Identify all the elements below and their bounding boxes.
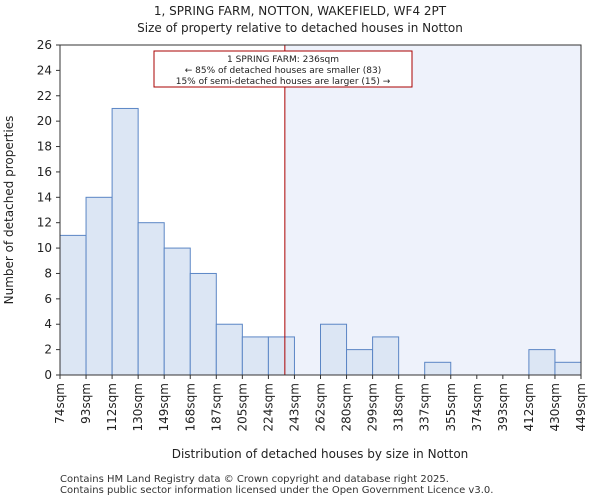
x-tick-label: 149sqm xyxy=(157,383,171,431)
footer-line-1: Contains HM Land Registry data © Crown c… xyxy=(60,474,449,485)
x-tick-label: 412sqm xyxy=(522,383,536,431)
x-tick-label: 243sqm xyxy=(287,383,301,431)
annotation-border xyxy=(153,50,413,88)
bar-205sqm xyxy=(241,336,269,376)
y-tick-label: 12 xyxy=(37,216,52,230)
x-tick-label: 449sqm xyxy=(574,383,588,431)
bar-168sqm xyxy=(189,272,217,376)
chart-title: 1, SPRING FARM, NOTTON, WAKEFIELD, WF4 2… xyxy=(154,4,447,18)
x-tick-label: 430sqm xyxy=(548,383,562,431)
x-tick-label: 112sqm xyxy=(105,383,119,431)
footer-line-2: Contains public sector information licen… xyxy=(60,485,494,496)
bar-262sqm xyxy=(320,323,348,376)
bar-187sqm xyxy=(215,323,243,376)
y-axis-label: Number of detached properties xyxy=(2,116,16,305)
y-tick-label: 0 xyxy=(44,368,52,382)
chart-subtitle: Size of property relative to detached ho… xyxy=(137,21,463,35)
x-tick-label: 374sqm xyxy=(470,383,484,431)
x-tick-label: 74sqm xyxy=(53,383,67,424)
annotation-box: 1 SPRING FARM: 236sqm ← 85% of detached … xyxy=(153,50,413,88)
y-tick-label: 24 xyxy=(37,63,52,77)
y-tick-label: 8 xyxy=(44,266,52,280)
y-tick-label: 2 xyxy=(44,343,52,357)
annotation-line-1: 1 SPRING FARM: 236sqm xyxy=(227,55,339,65)
bar-430sqm xyxy=(554,361,582,376)
bar-299sqm xyxy=(372,336,400,376)
y-tick-label: 10 xyxy=(37,241,52,255)
shaded-region xyxy=(284,45,581,375)
y-tick-label: 20 xyxy=(37,114,52,128)
bar-93sqm xyxy=(85,196,113,376)
x-tick-label: 280sqm xyxy=(340,383,354,431)
x-tick-label: 355sqm xyxy=(444,383,458,431)
x-tick-label: 205sqm xyxy=(235,383,249,431)
bar-224sqm xyxy=(267,336,295,376)
y-tick-label: 14 xyxy=(37,190,52,204)
x-tick-label: 393sqm xyxy=(496,383,510,431)
x-tick-label: 299sqm xyxy=(366,383,380,431)
x-tick-label: 318sqm xyxy=(392,383,406,431)
x-tick-label: 187sqm xyxy=(209,383,223,431)
y-tick-label: 26 xyxy=(37,38,52,52)
y-tick-label: 6 xyxy=(44,292,52,306)
y-tick-label: 4 xyxy=(44,317,52,331)
bar-337sqm xyxy=(424,361,452,376)
bar-74sqm xyxy=(59,234,87,376)
x-tick-label: 224sqm xyxy=(261,383,275,431)
y-tick-label: 16 xyxy=(37,165,52,179)
bar-130sqm xyxy=(137,222,165,376)
annotation-line-2: ← 85% of detached houses are smaller (83… xyxy=(185,66,382,76)
x-tick-label: 262sqm xyxy=(314,383,328,431)
bar-412sqm xyxy=(528,349,556,376)
bar-280sqm xyxy=(346,349,374,376)
y-tick-label: 18 xyxy=(37,140,52,154)
x-tick-label: 337sqm xyxy=(418,383,432,431)
y-tick-label: 22 xyxy=(37,89,52,103)
x-tick-label: 168sqm xyxy=(183,383,197,431)
bar-112sqm xyxy=(111,107,139,376)
x-tick-label: 130sqm xyxy=(131,383,145,431)
x-axis-label: Distribution of detached houses by size … xyxy=(172,447,469,461)
bar-149sqm xyxy=(163,247,191,376)
annotation-line-3: 15% of semi-detached houses are larger (… xyxy=(176,77,391,87)
x-tick-label: 93sqm xyxy=(79,383,93,424)
